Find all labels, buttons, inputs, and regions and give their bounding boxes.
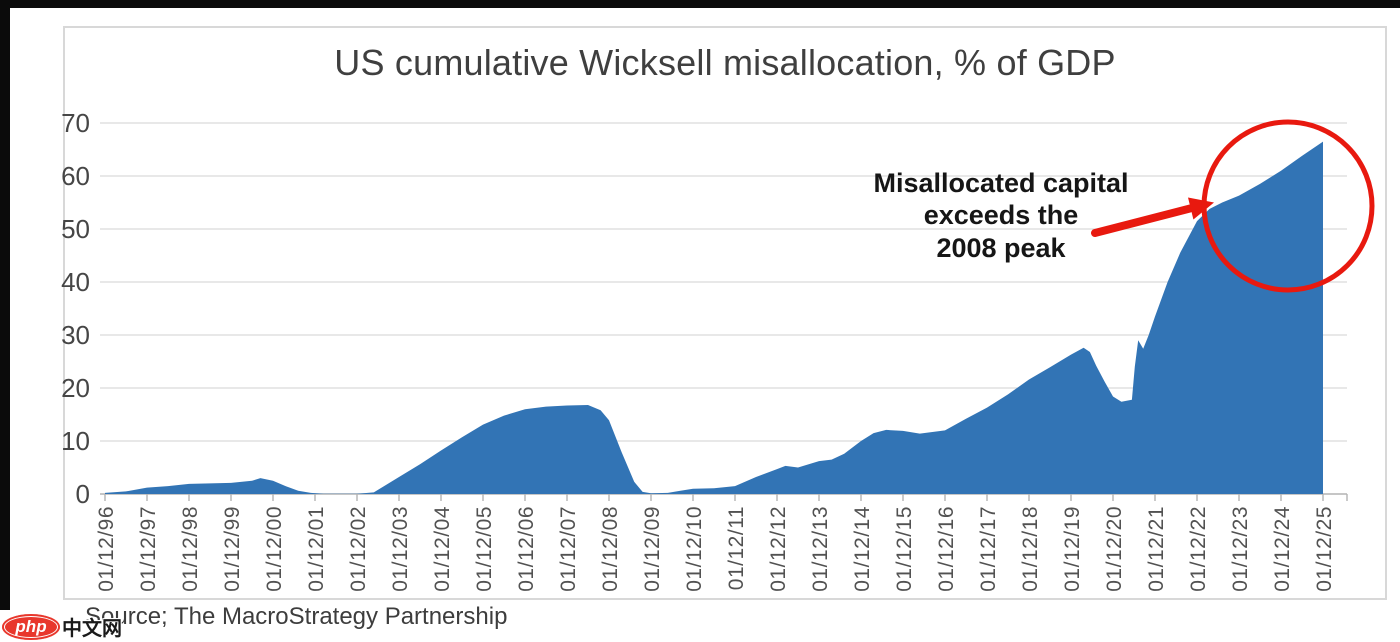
svg-text:01/12/01: 01/12/01: [305, 506, 328, 592]
svg-text:0: 0: [76, 479, 90, 509]
highlight-circle: [1201, 119, 1375, 293]
svg-text:10: 10: [61, 426, 90, 456]
svg-text:01/12/08: 01/12/08: [599, 506, 622, 592]
svg-text:60: 60: [61, 161, 90, 191]
svg-text:01/12/16: 01/12/16: [935, 506, 958, 592]
svg-text:01/12/09: 01/12/09: [641, 506, 664, 592]
svg-text:01/12/13: 01/12/13: [809, 506, 832, 592]
php-logo-badge: php: [2, 613, 60, 640]
svg-text:01/12/19: 01/12/19: [1061, 506, 1084, 592]
top-black-bar: [0, 0, 1400, 8]
svg-text:01/12/96: 01/12/96: [95, 506, 118, 592]
svg-text:20: 20: [61, 373, 90, 403]
annotation-arrow: [1091, 197, 1214, 237]
svg-text:40: 40: [61, 267, 90, 297]
svg-text:01/12/20: 01/12/20: [1103, 506, 1126, 592]
chart-plot-area: 0 10 20 30 40 50 60 70 01/12/96 01/12/97 01/12/98 0…: [61, 108, 1348, 592]
svg-text:01/12/99: 01/12/99: [221, 506, 244, 592]
svg-text:01/12/14: 01/12/14: [851, 506, 874, 592]
left-black-bar: [0, 0, 10, 610]
chart-title: US cumulative Wicksell misallocation, % …: [334, 42, 1116, 83]
svg-text:01/12/10: 01/12/10: [683, 506, 706, 592]
watermark: php 中文网: [2, 612, 122, 641]
svg-text:01/12/97: 01/12/97: [137, 506, 160, 592]
svg-text:01/12/02: 01/12/02: [347, 506, 370, 592]
source-text: Source; The MacroStrategy Partnership: [85, 603, 508, 630]
svg-text:01/12/06: 01/12/06: [515, 506, 538, 592]
svg-text:70: 70: [61, 108, 90, 138]
svg-text:01/12/07: 01/12/07: [557, 506, 580, 592]
svg-text:01/12/23: 01/12/23: [1229, 506, 1252, 592]
svg-text:01/12/00: 01/12/00: [263, 506, 286, 592]
svg-text:01/12/18: 01/12/18: [1019, 506, 1042, 592]
svg-text:01/12/22: 01/12/22: [1187, 506, 1210, 592]
svg-text:01/12/21: 01/12/21: [1145, 506, 1168, 592]
svg-text:01/12/98: 01/12/98: [179, 506, 202, 592]
svg-text:01/12/15: 01/12/15: [893, 506, 916, 592]
svg-text:01/12/11: 01/12/11: [725, 506, 748, 590]
svg-text:01/12/25: 01/12/25: [1313, 506, 1336, 592]
watermark-label: 中文网: [62, 618, 122, 640]
svg-text:01/12/17: 01/12/17: [977, 506, 1000, 592]
svg-text:30: 30: [61, 320, 90, 350]
svg-text:01/12/04: 01/12/04: [431, 506, 454, 592]
svg-text:01/12/12: 01/12/12: [767, 506, 790, 592]
svg-text:50: 50: [61, 214, 90, 244]
annotation-text: Misallocated capital exceeds the 2008 pe…: [873, 168, 1129, 263]
svg-text:01/12/03: 01/12/03: [389, 506, 412, 592]
svg-text:01/12/05: 01/12/05: [473, 506, 496, 592]
svg-text:01/12/24: 01/12/24: [1271, 506, 1294, 592]
